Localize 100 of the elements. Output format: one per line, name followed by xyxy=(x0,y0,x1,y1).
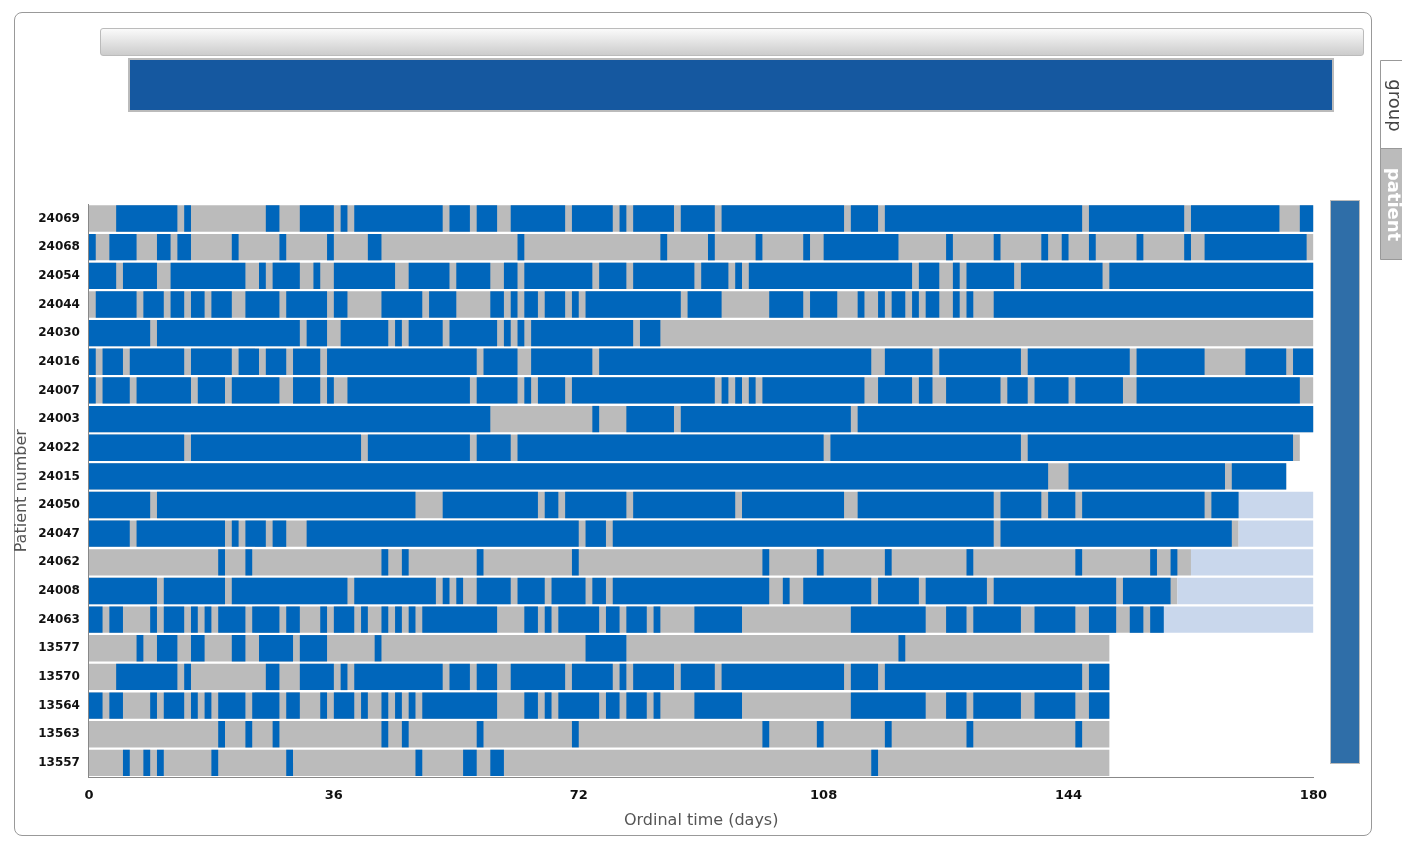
bar xyxy=(490,749,504,777)
bar xyxy=(503,319,511,347)
bar xyxy=(265,663,280,691)
bar xyxy=(918,377,933,404)
bar xyxy=(510,663,566,691)
y-tick-label: 24047 xyxy=(38,525,80,540)
bar xyxy=(1293,348,1314,375)
bar xyxy=(952,262,960,289)
bar xyxy=(592,577,606,605)
bar xyxy=(660,234,668,261)
bar xyxy=(88,262,117,289)
bar xyxy=(537,377,566,404)
bar xyxy=(340,205,348,232)
bar xyxy=(211,749,219,777)
bar xyxy=(156,234,171,261)
bar xyxy=(381,692,389,719)
bar xyxy=(1163,606,1314,633)
bar xyxy=(259,635,294,662)
bar xyxy=(116,205,178,232)
x-tick-label: 36 xyxy=(324,787,343,803)
bar xyxy=(408,606,416,633)
bar xyxy=(231,635,246,662)
bar xyxy=(721,205,845,232)
bar xyxy=(463,749,477,777)
bar xyxy=(946,692,967,719)
bar xyxy=(327,348,477,375)
bar xyxy=(762,549,770,576)
bar xyxy=(633,663,674,691)
bar xyxy=(517,434,824,461)
bar xyxy=(884,663,1083,691)
y-tick-label: 13577 xyxy=(38,640,80,655)
bar xyxy=(252,692,280,719)
bar xyxy=(1204,234,1307,261)
bar xyxy=(626,405,674,433)
bar xyxy=(571,721,579,748)
bar xyxy=(361,692,368,719)
bar xyxy=(299,205,334,232)
bar xyxy=(973,606,1021,633)
bar xyxy=(1020,262,1103,289)
bar xyxy=(476,663,498,691)
bar xyxy=(190,635,205,662)
bar xyxy=(401,721,409,748)
bar xyxy=(707,234,715,261)
bar xyxy=(395,606,402,633)
bar xyxy=(599,348,872,375)
bar xyxy=(231,377,280,404)
bar xyxy=(1190,205,1280,232)
bar xyxy=(1211,491,1239,519)
bar xyxy=(163,606,185,633)
bar xyxy=(265,205,280,232)
bar xyxy=(1150,606,1164,633)
bar xyxy=(993,291,1314,318)
bar xyxy=(1109,262,1314,289)
bar xyxy=(571,291,579,318)
bar xyxy=(88,549,1191,576)
bar xyxy=(306,520,579,547)
bar xyxy=(170,291,185,318)
bar xyxy=(102,348,123,375)
bar xyxy=(762,721,770,748)
bar xyxy=(95,291,137,318)
y-tick-label: 13563 xyxy=(38,726,80,741)
bar xyxy=(1000,491,1042,519)
bar xyxy=(857,291,865,318)
bar xyxy=(190,348,232,375)
bar xyxy=(1129,606,1144,633)
bar xyxy=(211,291,232,318)
bar xyxy=(156,491,416,519)
bar xyxy=(476,205,498,232)
bar xyxy=(619,205,627,232)
bar xyxy=(571,663,613,691)
bar xyxy=(735,377,743,404)
bar xyxy=(395,319,402,347)
bar xyxy=(88,234,96,261)
bar xyxy=(816,721,824,748)
bar xyxy=(551,577,586,605)
bar xyxy=(748,262,913,289)
y-tick-label: 24069 xyxy=(38,210,80,225)
bar xyxy=(116,663,178,691)
bar xyxy=(456,577,464,605)
bar xyxy=(1170,549,1178,576)
bar xyxy=(585,520,606,547)
y-tick-label: 24068 xyxy=(38,239,80,254)
bar xyxy=(1048,491,1076,519)
bar xyxy=(1150,549,1157,576)
bar xyxy=(136,520,225,547)
bar xyxy=(88,749,1110,777)
text: group xyxy=(1384,78,1402,132)
bar xyxy=(422,692,498,719)
bar xyxy=(735,262,743,289)
bar xyxy=(88,319,151,347)
bar xyxy=(912,291,919,318)
bar xyxy=(361,606,368,633)
bar xyxy=(884,721,892,748)
bar xyxy=(571,549,579,576)
bar xyxy=(238,348,260,375)
bar xyxy=(299,663,334,691)
bar xyxy=(333,262,396,289)
bar xyxy=(585,291,681,318)
bar xyxy=(1075,377,1123,404)
x-tick-label: 108 xyxy=(810,787,838,803)
